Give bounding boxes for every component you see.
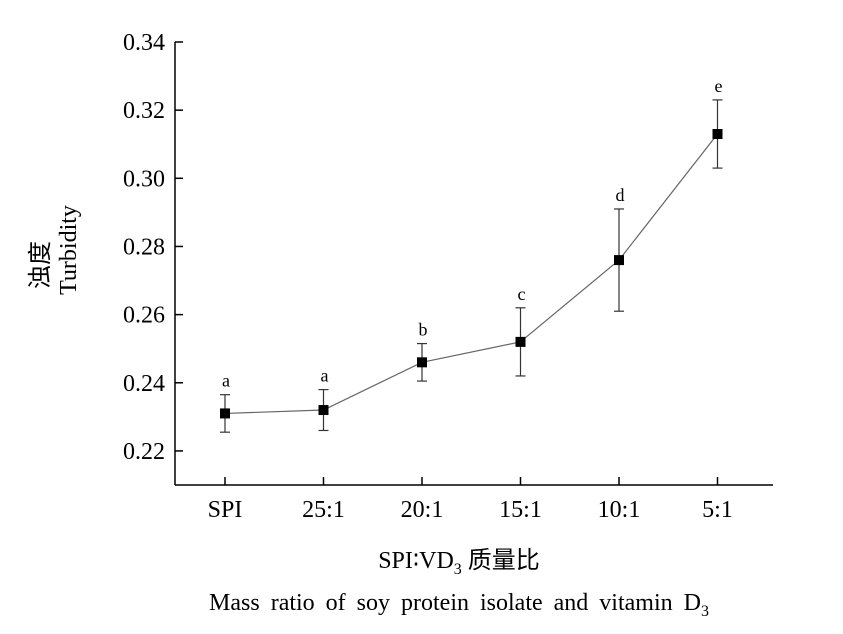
data-point — [614, 255, 624, 266]
significance-label: e — [715, 76, 723, 96]
y-axis-label-en-text: Turbidity — [56, 205, 82, 295]
y-tick-label: 0.32 — [123, 98, 165, 124]
x-axis-label-en: Mass ratio of soy protein isolate and vi… — [209, 590, 709, 620]
data-point — [220, 408, 230, 419]
data-point — [515, 336, 526, 347]
significance-label: d — [616, 185, 625, 205]
significance-label: c — [518, 284, 526, 304]
x-tick-label: 15:1 — [499, 497, 542, 523]
x-tick-label: 10:1 — [598, 497, 641, 523]
x-axis-label-en-sub: 3 — [701, 603, 709, 620]
significance-label: a — [321, 366, 329, 386]
y-tick-label: 0.28 — [123, 234, 165, 260]
x-axis-label-cn-suffix: 质量比 — [462, 547, 540, 574]
significance-label: a — [222, 371, 230, 391]
y-axis-label-en: Turbidity — [56, 205, 82, 295]
data-point — [318, 405, 329, 416]
series-line — [224, 133, 718, 415]
y-tick-label: 0.30 — [123, 166, 165, 192]
x-axis-label-cn: SPI∶VD3 质量比 — [378, 547, 540, 578]
series-turbidity: a a b c d e — [220, 76, 723, 433]
x-tick-label: SPI — [208, 497, 243, 523]
x-axis-label-cn-prefix: SPI∶VD — [378, 548, 454, 574]
y-ticks: 0.22 0.24 0.26 0.28 0.30 0.32 0.34 — [123, 30, 183, 465]
y-tick-label: 0.34 — [123, 30, 165, 56]
x-axis-label-en-main: Mass ratio of soy protein isolate and vi… — [209, 590, 701, 616]
x-tick-label: 20:1 — [401, 497, 444, 523]
x-tick-label: 25:1 — [302, 497, 345, 523]
data-point — [417, 357, 427, 368]
y-axis-label-cn-text: 浊度 — [27, 241, 54, 289]
y-tick-label: 0.26 — [123, 303, 165, 329]
y-tick-label: 0.22 — [123, 439, 165, 465]
x-axis-label-cn-sub: 3 — [454, 561, 462, 578]
y-axis-label-cn: 浊度 — [27, 241, 54, 289]
x-ticks: SPI 25:1 20:1 15:1 10:1 5:1 — [208, 477, 733, 523]
data-point — [712, 129, 723, 140]
significance-label: b — [419, 320, 428, 340]
y-tick-label: 0.24 — [123, 371, 165, 397]
x-tick-label: 5:1 — [702, 497, 733, 523]
